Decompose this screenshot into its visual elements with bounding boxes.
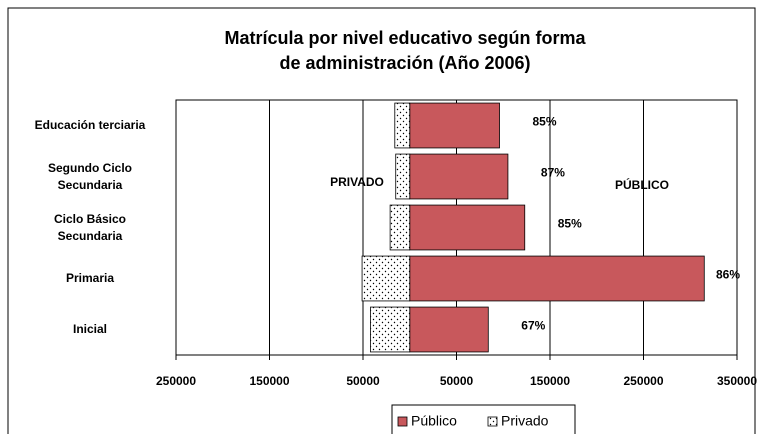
bar: [409, 102, 500, 149]
bar: [394, 102, 411, 149]
data-label: 87%: [541, 166, 565, 180]
y-tick-label: Segundo Ciclo Secundaria: [48, 160, 132, 192]
chart-title: Matrícula por nivel educativo según form…: [224, 28, 586, 73]
legend-swatch: [487, 416, 498, 427]
data-label: 67%: [521, 319, 545, 333]
legend-box: [391, 404, 576, 434]
legend-label: Privado: [501, 413, 549, 429]
bar: [409, 204, 526, 251]
x-tick-label: 150000: [530, 374, 570, 388]
x-tick-label: 150000: [249, 374, 289, 388]
y-tick-label: Inicial: [72, 322, 107, 336]
x-tick-label: 50000: [440, 374, 474, 388]
data-label: 85%: [532, 115, 556, 129]
data-label: 86%: [716, 268, 740, 282]
legend-swatch: [397, 416, 408, 427]
bar: [409, 255, 705, 302]
y-tick-label: Primaria: [65, 271, 115, 285]
bar: [370, 306, 411, 353]
data-label: 85%: [558, 217, 582, 231]
bar: [395, 153, 411, 200]
x-tick-label: 250000: [623, 374, 663, 388]
x-tick-label: 350000: [717, 374, 757, 388]
chart-border: [7, 7, 756, 434]
y-tick-label: Educación terciaria: [34, 118, 146, 132]
x-tick-label: 50000: [346, 374, 380, 388]
bar: [409, 306, 489, 353]
x-tick-label: 250000: [156, 374, 196, 388]
legend-label: Público: [411, 413, 457, 429]
side-label: PRIVADO: [330, 175, 384, 189]
bar: [409, 153, 509, 200]
y-tick-label: Ciclo Básico Secundaria: [53, 211, 127, 243]
bar: [361, 255, 411, 302]
side-label: PÚBLICO: [615, 177, 669, 192]
bar: [389, 204, 411, 251]
